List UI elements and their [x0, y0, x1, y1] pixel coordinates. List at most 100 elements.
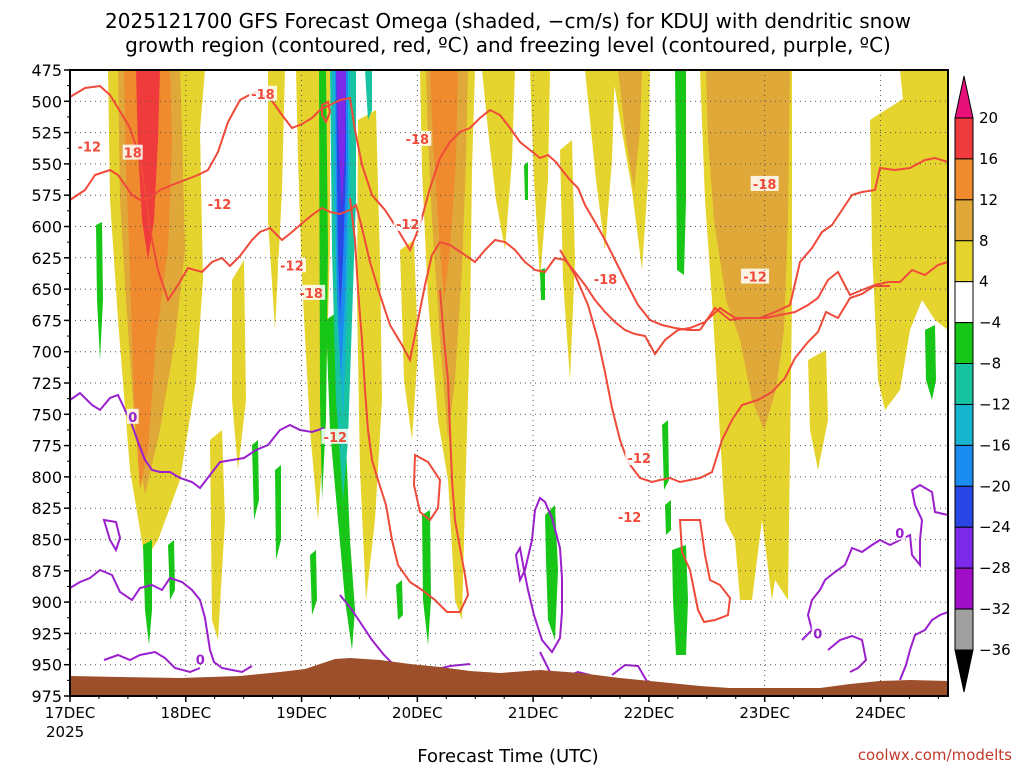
contour-label: -18	[299, 287, 323, 302]
omega-ascent-region	[268, 70, 285, 330]
colorbar-bin	[954, 526, 974, 569]
colorbar-tick-label: −16	[979, 436, 1011, 454]
colorbar-bin	[954, 322, 974, 365]
contour-label: -12	[280, 259, 304, 274]
dgz-contour-line	[70, 84, 948, 363]
colorbar-tick-label: 20	[979, 109, 998, 127]
dgz-contour-line	[70, 90, 700, 331]
x-tick-label: 19DEC	[276, 704, 327, 722]
dgz-contour-line	[321, 100, 332, 125]
omega-descent-region	[545, 505, 558, 640]
contour-label-background	[75, 138, 104, 154]
omega-descent-region	[665, 500, 671, 535]
omega-ascent-region	[618, 70, 642, 190]
omega-descent-region	[275, 465, 281, 560]
contour-label-background	[194, 651, 207, 667]
omega-descent-region	[422, 510, 431, 645]
contour-label: -12	[208, 198, 232, 213]
omega-ascent-region	[400, 240, 418, 440]
y-tick-label: 800	[31, 468, 62, 487]
omega-ascent-region	[430, 70, 458, 300]
dgz-contours	[70, 84, 948, 624]
chart-title-line2: growth region (contoured, red, ºC) and f…	[125, 33, 891, 57]
omega-ascent-region	[210, 430, 225, 640]
omega-ascent-region	[900, 70, 948, 150]
freezing-contour-line	[102, 518, 122, 553]
y-tick-label: 825	[31, 499, 62, 518]
dgz-contour-line	[678, 519, 732, 624]
y-tick-label: 900	[31, 593, 62, 612]
omega-descent-region	[143, 540, 152, 645]
contour-label-background	[248, 85, 277, 101]
colorbar-tick-label: −12	[979, 395, 1011, 413]
x-tick-label: 18DEC	[160, 704, 211, 722]
colorbar-bin	[954, 567, 974, 610]
freezing-contour-line	[70, 568, 253, 674]
freezing-contour-line	[899, 611, 948, 681]
freezing-contour-line	[801, 483, 948, 641]
contour-label-background	[403, 130, 432, 146]
contour-label: -12	[628, 452, 652, 467]
x-tick-label: 17DEC	[45, 704, 96, 722]
colorbar-under-arrow	[954, 649, 974, 693]
colorbar-bin	[954, 158, 974, 201]
contour-label-background	[893, 525, 906, 541]
y-tick-label: 575	[31, 186, 62, 205]
colorbar-bin	[954, 281, 974, 324]
y-tick-label: 725	[31, 374, 62, 393]
y-tick-label: 625	[31, 249, 62, 268]
contour-label: 0	[128, 411, 137, 426]
freezing-contour-line	[70, 391, 325, 490]
freezing-contour-line	[827, 634, 868, 673]
colorbar-bin	[954, 403, 974, 446]
freezing-contour-line	[514, 496, 563, 654]
omega-descent-region	[925, 325, 936, 400]
omega-descent-region	[524, 162, 528, 200]
colorbar: 20 16 12 8 4 −4 −8 −12 −16 −20 −24 −28 −32 −36	[954, 75, 1011, 693]
omega-descent-region	[336, 70, 346, 210]
contour-label: 0	[895, 527, 904, 542]
colorbar-bin	[954, 485, 974, 528]
omega-descent-region	[396, 580, 403, 620]
x-axis: 17DEC 18DEC 19DEC 20DEC 21DEC 22DEC 23DEC 24DEC	[45, 696, 939, 722]
source-credit: coolwx.com/modelts	[858, 746, 1012, 764]
y-tick-label: 525	[31, 124, 62, 143]
omega-descent-region	[540, 268, 545, 300]
omega-ascent-region	[706, 70, 790, 430]
contour-label-background	[297, 284, 326, 300]
colorbar-tick-label: −32	[979, 600, 1011, 618]
contour-label-background	[741, 268, 770, 284]
omega-ascent-region	[530, 70, 550, 280]
y-tick-label: 700	[31, 343, 62, 362]
x-tick-label: 24DEC	[855, 704, 906, 722]
contour-labels: -12 18-12-18-12-18-12-18-12-18-12-12-18-1…	[75, 85, 906, 669]
omega-descent-region	[326, 310, 355, 650]
y-tick-label: 975	[31, 687, 62, 706]
contour-label: -12	[324, 431, 348, 446]
colorbar-tick-label: 12	[979, 191, 998, 209]
colorbar-tick-label: −4	[979, 314, 1001, 332]
omega-ascent-region	[585, 70, 615, 250]
x-tick-label: 23DEC	[739, 704, 790, 722]
contour-label: 0	[196, 654, 205, 669]
omega-ascent-region	[482, 70, 515, 250]
colorbar-over-arrow	[954, 75, 974, 119]
omega-descent-region	[252, 440, 259, 520]
contour-label: -12	[618, 511, 642, 526]
dgz-contour-line	[412, 453, 442, 522]
contour-label-background	[126, 408, 139, 424]
y-tick-label: 475	[31, 61, 62, 80]
omega-descent-region	[662, 420, 669, 490]
y-tick-label: 850	[31, 531, 62, 550]
omega-ascent-region	[124, 70, 172, 490]
colorbar-bin	[954, 240, 974, 283]
x-start-year-label: 2025	[46, 723, 84, 741]
contour-label-background	[615, 508, 644, 524]
contour-label: -18	[251, 88, 275, 103]
dgz-contour-line	[349, 197, 470, 613]
chart-title-line1: 2025121700 GFS Forecast Omega (shaded, −…	[105, 9, 911, 33]
omega-descent-region	[672, 545, 688, 655]
x-tick-label: 21DEC	[508, 704, 559, 722]
y-axis: 475 500 525 550 575 600 625 650 675 700 725 750 775 8…	[31, 61, 70, 706]
